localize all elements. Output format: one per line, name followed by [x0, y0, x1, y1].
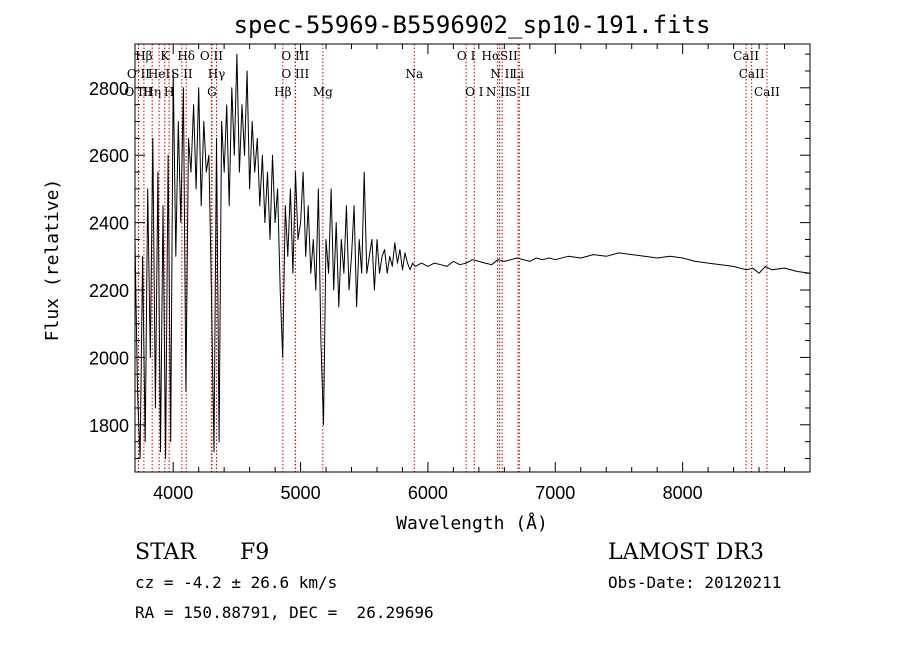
object-class: STAR: [135, 540, 196, 565]
marker-label-CaII-c: CaII: [754, 85, 780, 99]
marker-label-SII-a: S II: [171, 67, 193, 81]
marker-label-OIII-b: O III: [281, 67, 309, 81]
y-tick-label-1800: 1800: [89, 416, 129, 436]
marker-label-Halpha-SII: HαSII: [481, 49, 518, 63]
x-tick-label-7000: 7000: [535, 483, 575, 503]
y-tick-label-2800: 2800: [89, 79, 129, 99]
marker-label-OII-b: O II: [127, 67, 150, 81]
axis-ticks: 4000 5000 6000 7000 8000 1800 2000 2200 2400 2600…: [89, 44, 810, 503]
marker-label-SII-b: S II: [508, 85, 530, 99]
marker-label-HeI: HeI: [148, 67, 171, 81]
marker-label-Hgamma: Hγ: [208, 67, 226, 81]
x-axis-label: Wavelength (Å): [396, 512, 548, 534]
obs-date-text: Obs-Date: 20120211: [608, 573, 782, 592]
marker-label-K: K: [160, 49, 170, 63]
marker-label-NII-a: N II: [490, 67, 514, 81]
survey-label: LAMOST DR3: [608, 540, 764, 565]
y-tick-label-2000: 2000: [89, 348, 129, 368]
marker-label-OI-b: O I: [465, 85, 484, 99]
marker-label-Hbeta: Hβ: [274, 85, 291, 99]
marker-label-CaII-a: CaII: [733, 49, 759, 63]
y-tick-label-2400: 2400: [89, 214, 129, 234]
marker-label-H: H: [164, 85, 174, 99]
y-tick-label-2600: 2600: [89, 146, 129, 166]
x-tick-label-5000: 5000: [281, 483, 321, 503]
marker-label-CaII-b: CaII: [739, 67, 765, 81]
x-tick-label-4000: 4000: [153, 483, 193, 503]
redshift-text: cz = -4.2 ± 26.6 km/s: [135, 573, 338, 592]
series-spectrum: [134, 53, 811, 459]
chart-title: spec-55969-B5596902_sp10-191.fits: [234, 11, 711, 39]
marker-label-OIII-c: O III: [125, 85, 153, 99]
marker-label-OI-a: O I: [457, 49, 476, 63]
marker-label-Hdelta: Hδ: [177, 49, 195, 63]
marker-label-G: G: [207, 85, 217, 99]
y-axis-label: Flux (relative): [42, 179, 63, 342]
y-tick-label-2200: 2200: [89, 281, 129, 301]
spectrum-series: [134, 53, 811, 459]
coordinates-text: RA = 150.88791, DEC = 26.29696: [135, 603, 434, 622]
x-tick-label-6000: 6000: [408, 483, 448, 503]
marker-label-Li: Li: [512, 67, 524, 81]
marker-label-Mg: Mg: [313, 85, 333, 99]
x-tick-label-8000: 8000: [663, 483, 703, 503]
plot-frame: [134, 43, 811, 473]
object-subclass: F9: [240, 540, 270, 565]
marker-label-Hbeta-top: Hβ: [135, 49, 152, 63]
marker-label-Na: Na: [405, 67, 423, 81]
marker-label-NII-b: N II: [486, 85, 510, 99]
marker-label-Heta: Hη: [143, 85, 161, 99]
